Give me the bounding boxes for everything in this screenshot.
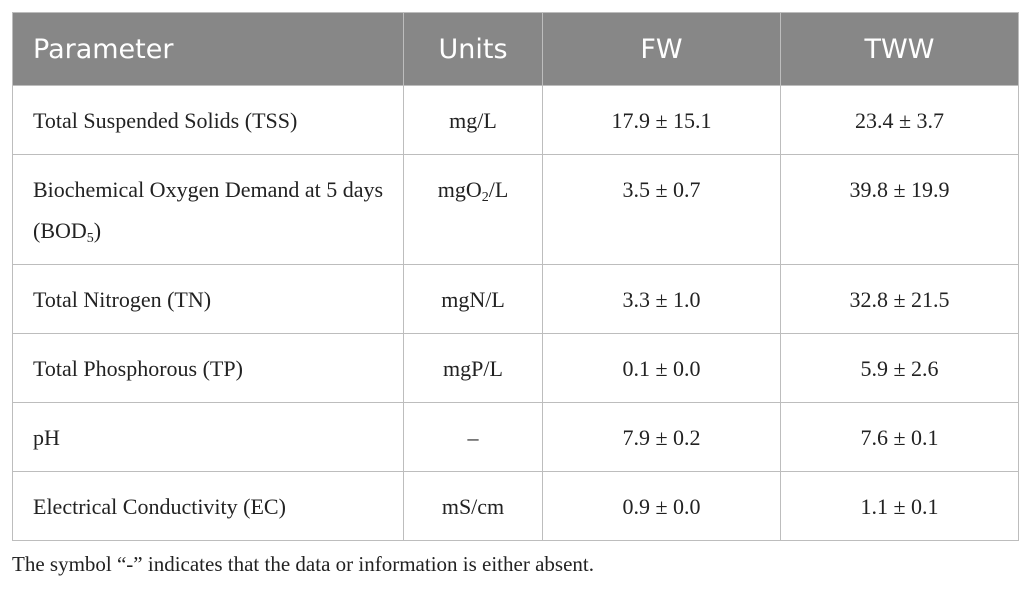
table-cell: 1.1 ± 0.1	[780, 471, 1019, 541]
table-row: Electrical Conductivity (EC) mS/cm 0.9 ± 0…	[12, 471, 1019, 541]
header-cell: Units	[403, 12, 543, 86]
table-cell: 0.9 ± 0.0	[542, 471, 781, 541]
table-cell: mgN/L	[403, 264, 543, 334]
table-row: pH –7.9 ± 0.2 7.6 ± 0.1	[12, 402, 1019, 472]
table-cell: 0.1 ± 0.0	[542, 333, 781, 403]
header-row: Parameter Units FW TWW	[12, 12, 1019, 86]
subscript: 5	[86, 231, 94, 246]
header-cell: TWW	[780, 12, 1019, 86]
table-cell: 7.6 ± 0.1	[780, 402, 1019, 472]
cell-text: /L	[488, 177, 509, 202]
table-row: Biochemical Oxygen Demand at 5 days (BOD…	[12, 154, 1019, 265]
table-row: Total Nitrogen (TN) mgN/L 3.3 ± 1.0 32.8 ± …	[12, 264, 1019, 334]
data-table: Parameter Units FW TWW Total Suspended Soli…	[12, 12, 1019, 541]
table-cell: 3.3 ± 1.0	[542, 264, 781, 334]
table-cell: Biochemical Oxygen Demand at 5 days (BOD…	[12, 154, 404, 265]
cell-text: mgO	[437, 177, 482, 202]
table-row: Total Suspended Solids (TSS) mg/L 17.9 ± 1…	[12, 85, 1019, 155]
table-cell: 17.9 ± 15.1	[542, 85, 781, 155]
table-cell: mgP/L	[403, 333, 543, 403]
table-cell: 5.9 ± 2.6	[780, 333, 1019, 403]
header-cell: Parameter	[12, 12, 404, 86]
table-cell: 3.5 ± 0.7	[542, 154, 781, 265]
table-cell: mgO2/L	[403, 154, 543, 265]
cell-text: Biochemical Oxygen Demand at 5 days (BOD	[33, 177, 384, 243]
table-cell: 23.4 ± 3.7	[780, 85, 1019, 155]
table-cell: –	[403, 402, 543, 472]
table-cell: 32.8 ± 21.5	[780, 264, 1019, 334]
table-row: Total Phosphorous (TP) mgP/L 0.1 ± 0.0 5.9 …	[12, 333, 1019, 403]
table-cell: mS/cm	[403, 471, 543, 541]
table-cell: mg/L	[403, 85, 543, 155]
table-cell: pH	[12, 402, 404, 472]
table-cell: 39.8 ± 19.9	[780, 154, 1019, 265]
table-cell: Total Phosphorous (TP)	[12, 333, 404, 403]
table-cell: Electrical Conductivity (EC)	[12, 471, 404, 541]
subscript: 2	[481, 190, 489, 205]
table-cell: 7.9 ± 0.2	[542, 402, 781, 472]
table-cell: Total Nitrogen (TN)	[12, 264, 404, 334]
cell-text: )	[93, 218, 102, 243]
table-body: Total Suspended Solids (TSS) mg/L 17.9 ± 1…	[12, 85, 1019, 541]
footnote: The symbol “-” indicates that the data o…	[12, 552, 594, 576]
header-cell: FW	[542, 12, 781, 86]
table-cell: Total Suspended Solids (TSS)	[12, 85, 404, 155]
